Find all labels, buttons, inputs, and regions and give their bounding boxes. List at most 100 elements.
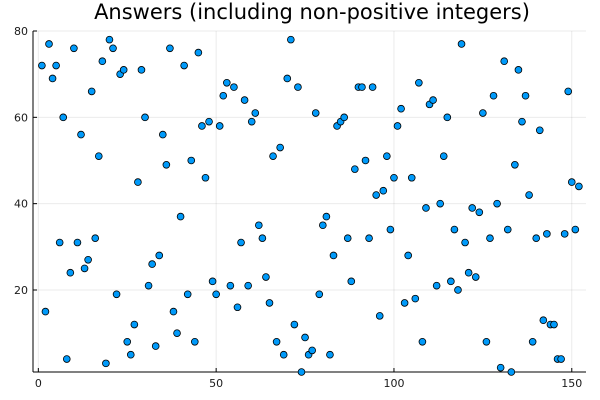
data-point xyxy=(404,251,412,260)
data-point xyxy=(311,109,320,117)
data-point xyxy=(219,91,228,100)
data-point xyxy=(340,113,348,122)
data-point xyxy=(230,83,238,91)
data-point xyxy=(564,87,573,96)
data-point xyxy=(226,281,235,290)
data-point xyxy=(358,83,366,91)
data-point xyxy=(557,355,565,363)
data-point xyxy=(183,290,192,299)
data-point xyxy=(507,368,516,376)
data-point xyxy=(134,178,142,186)
data-point xyxy=(368,83,377,91)
data-point xyxy=(575,182,583,191)
grid xyxy=(33,30,586,372)
data-point xyxy=(276,143,284,152)
data-point xyxy=(393,122,402,130)
data-point xyxy=(255,221,263,230)
data-point xyxy=(212,290,220,299)
data-point xyxy=(443,113,452,122)
data-point xyxy=(372,191,380,199)
data-point xyxy=(439,152,448,160)
data-point xyxy=(151,342,160,350)
data-point xyxy=(326,350,334,359)
data-point xyxy=(123,337,132,346)
data-point xyxy=(272,337,281,346)
data-point xyxy=(141,113,149,122)
data-point xyxy=(450,225,459,234)
x-tick-label: 0 xyxy=(35,377,42,390)
axes: 0 50 100 150 20 40 60 80 xyxy=(14,25,586,390)
data-point xyxy=(525,191,533,199)
data-point xyxy=(41,307,50,316)
data-point xyxy=(48,74,57,83)
data-point xyxy=(514,66,523,74)
data-point xyxy=(105,35,114,44)
data-point xyxy=(166,44,174,53)
data-point xyxy=(571,225,580,234)
data-point xyxy=(173,329,181,337)
data-point xyxy=(383,152,391,160)
data-point xyxy=(400,299,409,307)
data-point xyxy=(461,238,469,247)
data-point xyxy=(244,281,252,290)
data-point xyxy=(375,312,384,320)
data-point xyxy=(223,78,231,87)
data-point xyxy=(80,264,89,273)
data-point xyxy=(59,113,68,122)
data-point xyxy=(486,234,494,242)
data-point xyxy=(521,91,530,100)
data-point xyxy=(258,234,267,242)
x-tick-label: 50 xyxy=(209,377,223,390)
data-point xyxy=(511,161,519,169)
data-point xyxy=(464,268,473,277)
x-tick-label: 100 xyxy=(383,377,404,390)
data-point xyxy=(390,173,398,182)
data-point xyxy=(535,126,544,135)
data-point xyxy=(297,368,306,376)
data-point xyxy=(287,35,295,44)
data-point xyxy=(422,204,430,212)
data-point xyxy=(411,294,420,303)
data-point xyxy=(496,363,505,372)
data-point xyxy=(84,255,92,264)
data-point xyxy=(205,117,213,126)
data-point xyxy=(397,104,405,113)
data-point xyxy=(62,355,71,363)
data-point xyxy=(343,234,352,242)
data-point xyxy=(98,57,107,66)
data-point xyxy=(191,337,199,346)
data-point xyxy=(301,333,309,342)
data-point xyxy=(560,230,569,238)
data-point xyxy=(73,238,82,247)
data-point xyxy=(347,277,356,286)
data-point xyxy=(201,173,210,182)
data-point xyxy=(503,225,512,234)
chart-title: Answers (including non-positive integers… xyxy=(94,0,530,24)
data-point xyxy=(126,350,135,359)
data-point xyxy=(159,130,167,139)
data-point xyxy=(262,273,270,281)
y-tick-label: 40 xyxy=(14,198,28,211)
data-point xyxy=(251,109,260,117)
data-point xyxy=(240,96,249,104)
data-point xyxy=(112,290,121,299)
data-point xyxy=(155,251,164,260)
data-point xyxy=(436,199,444,208)
data-point xyxy=(482,337,491,346)
data-point xyxy=(137,66,146,74)
data-point xyxy=(379,186,388,195)
data-point xyxy=(283,74,292,83)
data-point xyxy=(322,212,331,221)
data-point xyxy=(567,178,576,186)
data-point xyxy=(66,268,75,277)
data-point xyxy=(407,173,416,182)
data-point xyxy=(45,40,53,48)
data-point xyxy=(543,230,551,238)
data-point xyxy=(471,273,480,281)
data-point xyxy=(279,350,288,359)
data-point xyxy=(329,251,338,260)
data-point xyxy=(418,337,427,346)
data-point xyxy=(315,290,324,299)
data-point xyxy=(518,117,526,126)
